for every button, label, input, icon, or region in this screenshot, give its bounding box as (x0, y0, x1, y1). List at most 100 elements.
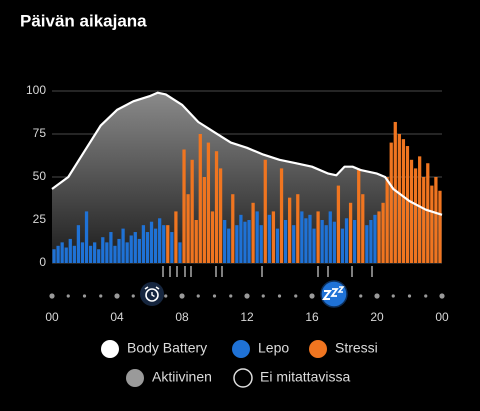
rest-bar (109, 232, 113, 263)
legend-label: Body Battery (127, 340, 207, 356)
x-tick-label: 04 (110, 310, 124, 324)
y-tick-label: 100 (26, 83, 46, 97)
y-tick-label: 25 (33, 212, 47, 226)
rest-bar (178, 242, 182, 263)
hour-dot (309, 293, 315, 299)
rest-bar (373, 214, 377, 263)
x-tick-label: 20 (370, 310, 384, 324)
rest-bar (267, 214, 271, 263)
rest-bar (93, 242, 97, 263)
rest-bar (365, 225, 369, 263)
rest-bar (117, 238, 121, 263)
rest-bar (344, 218, 349, 263)
hour-dot (131, 294, 135, 298)
hour-dot (82, 294, 87, 298)
hour-dot (424, 294, 428, 298)
stress-bar (198, 134, 202, 263)
rest-bar (340, 228, 345, 263)
rest-bar (292, 225, 296, 263)
x-tick-label: 08 (175, 310, 189, 324)
rest-bar (125, 242, 129, 263)
hour-dot (66, 294, 70, 298)
rest-bar (80, 242, 85, 263)
rest-bar (332, 221, 336, 263)
rest-bar (353, 220, 357, 263)
stress-bar (409, 159, 414, 263)
rest-bar (60, 242, 64, 263)
legend-label: Lepo (258, 340, 289, 356)
hour-dot (229, 294, 233, 298)
stress-bar (182, 149, 186, 263)
hour-dot (391, 294, 395, 298)
hour-dot (294, 294, 298, 298)
rest-bar (255, 211, 259, 263)
rest-bar (369, 220, 373, 263)
body-battery-area (52, 92, 442, 263)
rest-bar (101, 237, 105, 263)
y-tick-label: 0 (39, 255, 46, 269)
event-ticks (162, 266, 373, 277)
rest-bar (275, 228, 280, 263)
chart-title: Päivän aikajana (20, 11, 147, 30)
rest-bar (145, 232, 150, 263)
legend-swatch (309, 340, 327, 358)
rest-bar (121, 228, 125, 263)
rest-bar (72, 245, 76, 263)
stress-bar (422, 177, 426, 263)
rest-bar (64, 247, 68, 263)
stress-bar (413, 168, 418, 263)
alarm-icon (140, 282, 164, 306)
stress-bar (271, 211, 276, 263)
y-tick-label: 75 (33, 126, 47, 140)
stress-bar (405, 146, 410, 263)
rest-bar (97, 249, 101, 263)
rest-bar (223, 220, 227, 263)
hour-dot (114, 293, 120, 299)
rest-bar (149, 221, 154, 263)
rest-bar (304, 218, 308, 263)
rest-bar (283, 220, 288, 263)
stress-bar (401, 139, 406, 263)
stress-bar (214, 151, 219, 263)
hour-dot (99, 294, 103, 298)
hour-dots (49, 293, 445, 299)
rest-bar (76, 225, 81, 263)
rest-bar (88, 245, 93, 263)
stress-bar (381, 202, 385, 263)
stress-bar (194, 220, 198, 263)
stress-bar (357, 168, 361, 263)
stress-bar (393, 121, 397, 264)
rest-bar (300, 211, 304, 263)
rest-bar (113, 245, 117, 263)
hour-dot (359, 294, 363, 298)
legend: Body Battery Lepo Stressi Aktiivinen Ei mita… (101, 340, 378, 388)
stress-bar (438, 190, 442, 263)
stress-bar (397, 134, 401, 263)
stress-bar (434, 177, 438, 263)
rest-bar (129, 235, 133, 263)
stress-bar (186, 194, 190, 263)
rest-bar (56, 245, 60, 263)
hour-dot (244, 293, 250, 299)
hour-dot (164, 294, 168, 298)
hour-dot (261, 294, 265, 298)
hour-dot (179, 293, 185, 299)
rest-bar (141, 225, 146, 263)
hour-dot (277, 294, 282, 298)
rest-bar (247, 220, 251, 263)
hour-dot (374, 293, 380, 299)
body-battery-line (51, 91, 443, 216)
stress-bar (263, 159, 267, 263)
rest-bar (235, 225, 239, 263)
legend-swatch (126, 369, 144, 387)
rest-bar (158, 218, 162, 263)
stress-bar (385, 177, 389, 263)
hour-dot (212, 294, 217, 298)
legend-label: Stressi (335, 340, 378, 356)
x-tick-label: 12 (240, 310, 254, 324)
stress-bar (361, 194, 365, 263)
rest-bar (243, 221, 247, 263)
rest-bar (84, 211, 89, 263)
rest-bar (239, 214, 243, 263)
legend-label: Ei mitattavissa (260, 369, 350, 385)
